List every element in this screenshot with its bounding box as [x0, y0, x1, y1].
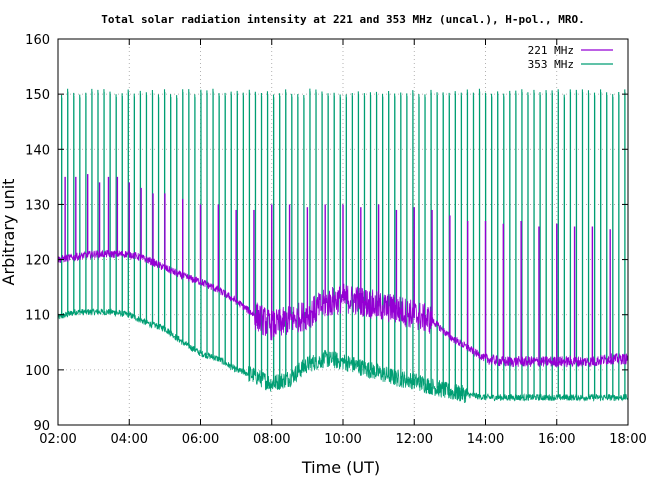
- y-tick-label: 150: [25, 88, 50, 103]
- chart-title: Total solar radiation intensity at 221 a…: [101, 13, 584, 26]
- y-tick-label: 90: [33, 419, 50, 434]
- y-tick-label: 110: [25, 309, 50, 324]
- y-axis-label: Arbitrary unit: [0, 179, 18, 286]
- axis-ticks: 90 100 110 120 130 140 150 160 02:00 04:00 06:00 08…: [25, 33, 647, 447]
- y-tick-label: 140: [25, 143, 50, 158]
- x-axis-label: Time (UT): [301, 458, 380, 477]
- legend-label-353: 353 MHz: [528, 58, 574, 71]
- y-tick-label: 160: [25, 33, 50, 48]
- legend-label-221: 221 MHz: [528, 44, 574, 57]
- y-tick-label: 100: [25, 364, 50, 379]
- x-tick-label: 10:00: [324, 432, 361, 447]
- y-tick-label: 120: [25, 254, 50, 269]
- x-tick-label: 04:00: [111, 432, 148, 447]
- x-tick-label: 14:00: [467, 432, 504, 447]
- series-221-mhz: [57, 174, 629, 368]
- x-tick-label: 16:00: [538, 432, 575, 447]
- x-tick-label: 12:00: [396, 432, 433, 447]
- y-tick-label: 130: [25, 198, 50, 213]
- series-353-mhz: [57, 88, 629, 404]
- x-tick-label: 02:00: [39, 432, 76, 447]
- x-tick-label: 18:00: [609, 432, 646, 447]
- legend: 221 MHz 353 MHz: [528, 44, 613, 71]
- x-tick-label: 06:00: [182, 432, 219, 447]
- x-tick-label: 08:00: [253, 432, 290, 447]
- plot-area: [57, 88, 629, 404]
